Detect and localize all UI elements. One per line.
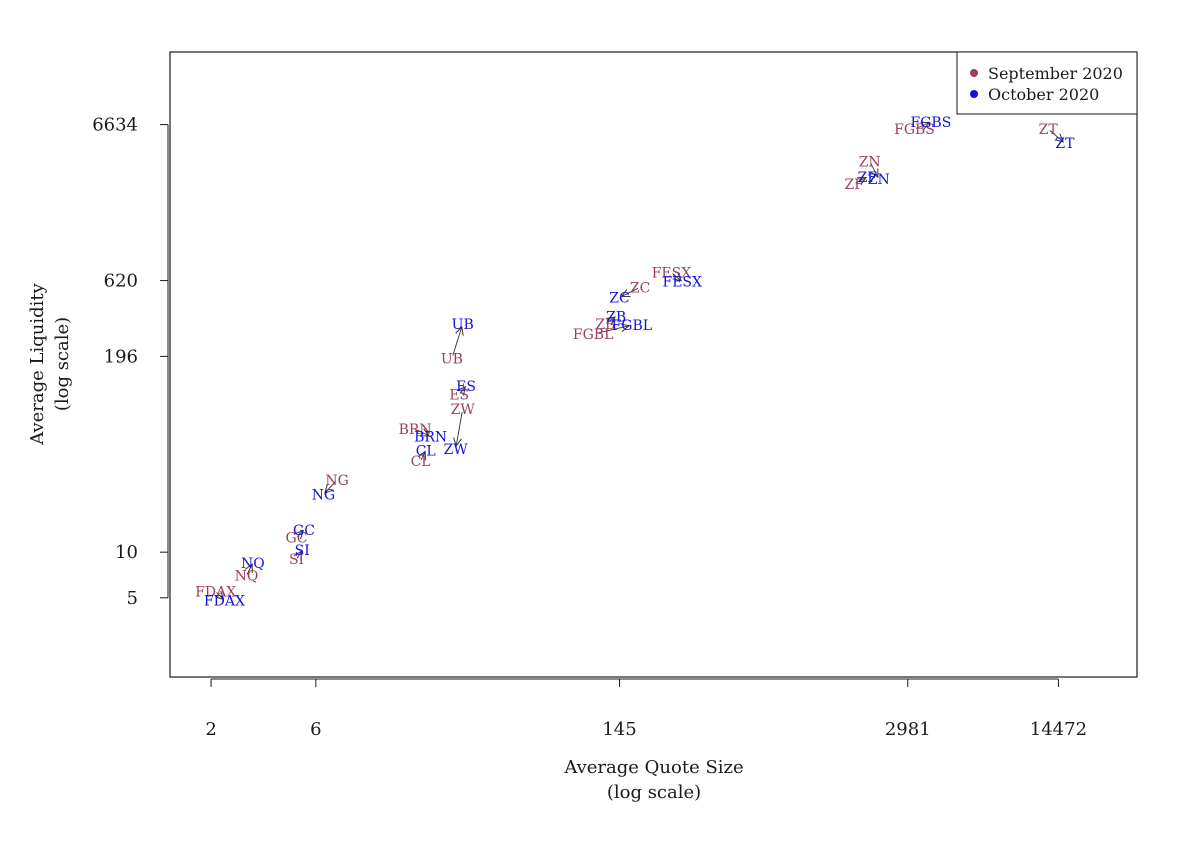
legend-label-september: September 2020 [988,64,1123,83]
x-tick-label: 2981 [885,719,931,740]
change-arrow-nq [247,564,252,575]
point-label-oct-zt: ZT [1055,136,1075,152]
point-label-oct-gc: GC [293,523,315,539]
point-label-sep-fdax: FDAX [195,585,236,601]
point-label-oct-es: ES [456,379,476,395]
point-label-sep-fgbs: FGBS [894,122,935,138]
legend-box [956,51,1138,115]
point-label-sep-nq: NQ [235,569,259,585]
legend-marker-september [970,69,978,77]
point-label-oct-si: SI [295,543,310,559]
point-label-sep-fesx: FESX [652,266,692,282]
change-arrow-zf [855,178,866,184]
change-arrow-ub [452,327,462,356]
y-tick-label: 6634 [92,115,138,136]
y-tick-label: 196 [104,346,138,367]
change-arrow-zn [870,162,878,177]
change-arrow-fgbl [595,326,629,334]
point-label-oct-fgbs: FGBS [911,115,952,131]
point-label-oct-zw: ZW [444,442,469,458]
change-arrow-fesx [672,274,682,281]
point-label-sep-gc: GC [286,530,308,546]
point-label-oct-zf: ZF [858,170,878,186]
change-arrow-zt [1049,130,1063,141]
change-arrow-cl [421,451,425,459]
point-label-oct-cl: CL [416,443,436,459]
point-label-oct-fdax: FDAX [204,593,245,609]
x-axis-title: Average Quote Size [563,757,743,778]
point-label-sep-ub: UB [441,351,463,367]
x-tick-label: 6 [310,719,321,740]
plot-frame [169,51,1138,678]
x-tick-label: 14472 [1030,719,1087,740]
point-label-oct-fesx: FESX [662,275,702,291]
x-tick-label: 145 [602,719,636,740]
change-arrow-zc [622,287,639,296]
point-label-oct-nq: NQ [241,556,265,572]
point-label-sep-cl: CL [411,454,431,470]
y-tick-label: 10 [115,542,138,563]
change-arrow-si [297,551,302,558]
point-label-sep-zb: ZB [595,317,615,333]
x-tick-label: 2 [205,719,216,740]
point-label-sep-zw: ZW [451,402,476,418]
change-arrow-ng [325,481,337,493]
x-axis-subtitle: (log scale) [607,782,701,803]
change-arrow-fgbs [915,123,929,129]
change-arrow-gc [297,531,303,537]
point-label-oct-fgbl: FGBL [612,318,652,334]
point-label-sep-brn: BRN [399,422,432,438]
y-axis-title: Average Liquidity [27,282,48,445]
y-tick-label: 620 [104,271,138,292]
point-label-sep-zf: ZF [844,177,864,193]
legend-label-october: October 2020 [988,85,1099,104]
x-axis: 2 6 145 2981 14472 [205,678,1087,740]
point-label-oct-ub: UB [452,317,474,333]
change-arrow-zb [606,317,615,323]
y-axis-title-group: Average Liquidity (log scale) [27,282,73,445]
legend-marker-october [970,90,978,98]
change-arrow-brn [416,430,429,436]
y-tick-label: 5 [127,588,138,609]
y-axis: 5 10 196 620 6634 [92,115,169,609]
point-label-sep-es: ES [449,387,469,403]
change-arrow-zw [456,411,463,446]
point-label-sep-ng: NG [325,473,348,489]
y-axis-subtitle: (log scale) [52,317,73,411]
point-label-layer: FDAXNQSIGCNGCLBRNZWESUBFGBLZBZCFESXZFZNF… [195,115,1075,609]
legend: September 2020 October 2020 [956,51,1138,115]
point-label-oct-brn: BRN [414,429,447,445]
point-label-oct-zb: ZB [606,309,626,325]
point-label-sep-zn: ZN [859,154,881,170]
point-label-oct-zc: ZC [609,290,629,306]
point-label-sep-fgbl: FGBL [573,327,613,343]
arrow-layer [217,123,1064,600]
point-label-oct-ng: NG [312,488,335,504]
point-label-sep-si: SI [289,552,304,568]
point-label-oct-zn: ZN [868,172,890,188]
change-arrow-fdax [217,592,224,599]
point-label-sep-zc: ZC [630,280,650,296]
point-label-sep-zt: ZT [1039,122,1059,138]
change-arrow-es [460,387,465,394]
